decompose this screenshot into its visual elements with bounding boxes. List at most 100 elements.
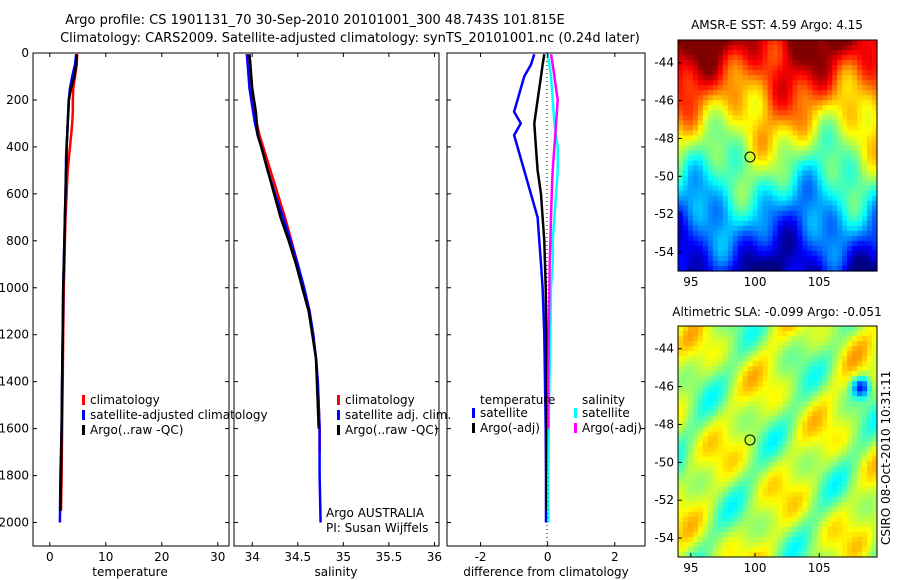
heatmap-cell — [787, 55, 794, 61]
heatmap-cell — [737, 75, 744, 81]
heatmap-cell — [807, 466, 813, 473]
heatmap-cell — [772, 85, 779, 91]
heatmap-cell — [822, 401, 828, 407]
heatmap-cell — [732, 401, 739, 407]
series-line-2 — [59, 54, 78, 511]
heatmap-cell — [832, 506, 838, 513]
heatmap-cell — [697, 190, 704, 197]
salinity-xlabel: salinity — [314, 565, 357, 579]
heatmap-cell — [687, 250, 694, 257]
heatmap-cell — [847, 546, 853, 553]
heatmap-cell — [782, 255, 789, 262]
heatmap-cell — [742, 431, 749, 438]
heatmap-cell — [792, 55, 798, 61]
heatmap-cell — [737, 150, 744, 157]
heatmap-cell — [832, 341, 838, 347]
heatmap-cell — [807, 506, 813, 513]
heatmap-cell — [692, 331, 699, 337]
heatmap-cell — [867, 75, 873, 81]
heatmap-cell — [777, 361, 784, 367]
heatmap-cell — [732, 391, 739, 397]
heatmap-cell — [797, 160, 803, 167]
heatmap-cell — [802, 175, 808, 182]
heatmap-cell — [857, 386, 863, 392]
heatmap-cell — [872, 411, 878, 417]
heatmap-cell — [812, 421, 818, 428]
heatmap-cell — [852, 431, 858, 438]
heatmap-cell — [787, 95, 794, 101]
heatmap-cell — [872, 70, 878, 76]
heatmap-cell — [822, 70, 828, 76]
heatmap-cell — [782, 145, 789, 152]
heatmap-cell — [697, 170, 704, 177]
heatmap-cell — [707, 386, 714, 392]
heatmap-cell — [727, 220, 734, 227]
heatmap-cell — [777, 55, 784, 61]
heatmap-cell — [737, 210, 744, 217]
heatmap-cell — [782, 115, 789, 121]
heatmap-cell — [777, 265, 784, 272]
sla-map-ticks: 95 100 105-44-46-48-50-52-54 — [654, 342, 830, 575]
heatmap-cell — [762, 185, 769, 192]
heatmap-cell — [737, 441, 744, 448]
heatmap-cell — [782, 125, 789, 131]
heatmap-cell — [817, 210, 823, 217]
heatmap-cell — [862, 235, 868, 242]
heatmap-cell — [697, 135, 704, 142]
heatmap-cell — [678, 501, 684, 508]
heatmap-cell — [817, 235, 823, 242]
heatmap-cell — [792, 486, 798, 493]
heatmap-cell — [678, 496, 684, 503]
heatmap-cell — [737, 371, 744, 377]
heatmap-cell — [857, 521, 863, 528]
heatmap-cell — [822, 546, 828, 553]
heatmap-cell — [747, 120, 754, 126]
heatmap-cell — [852, 511, 858, 518]
heatmap-cell — [772, 210, 779, 217]
heatmap-cell — [712, 230, 719, 237]
heatmap-cell — [777, 546, 784, 553]
heatmap-cell — [827, 476, 833, 483]
heatmap-cell — [722, 115, 729, 121]
heatmap-cell — [867, 120, 873, 126]
heatmap-cell — [792, 220, 798, 227]
heatmap-cell — [752, 476, 759, 483]
heatmap-cell — [752, 456, 759, 463]
heatmap-cell — [787, 135, 794, 142]
heatmap-cell — [827, 245, 833, 252]
heatmap-cell — [692, 361, 699, 367]
heatmap-cell — [737, 245, 744, 252]
heatmap-cell — [787, 456, 794, 463]
heatmap-cell — [802, 346, 808, 352]
heatmap-cell — [767, 456, 774, 463]
heatmap-cell — [712, 511, 719, 518]
heatmap-cell — [697, 331, 704, 337]
heatmap-cell — [762, 346, 769, 352]
heatmap-cell — [737, 175, 744, 182]
heatmap-cell — [762, 351, 769, 357]
difference-marks — [512, 53, 559, 523]
heatmap-cell — [772, 481, 779, 488]
heatmap-cell — [802, 526, 808, 533]
heatmap-cell — [707, 326, 714, 332]
heatmap-cell — [772, 140, 779, 147]
heatmap-cell — [837, 546, 843, 553]
heatmap-cell — [812, 456, 818, 463]
heatmap-cell — [752, 95, 759, 101]
heatmap-cell — [847, 140, 853, 147]
heatmap-cell — [802, 496, 808, 503]
heatmap-cell — [842, 85, 848, 91]
heatmap-cell — [732, 240, 739, 247]
heatmap-cell — [727, 471, 734, 478]
heatmap-cell — [697, 476, 704, 483]
heatmap-cell — [852, 331, 858, 337]
heatmap-cell — [852, 160, 858, 167]
heatmap-cell — [762, 45, 769, 51]
heatmap-cell — [678, 406, 684, 412]
heatmap-cell — [782, 215, 789, 222]
heatmap-cell — [757, 366, 764, 372]
heatmap-cell — [742, 381, 749, 387]
heatmap-cell — [712, 491, 719, 498]
heatmap-cell — [837, 436, 843, 443]
